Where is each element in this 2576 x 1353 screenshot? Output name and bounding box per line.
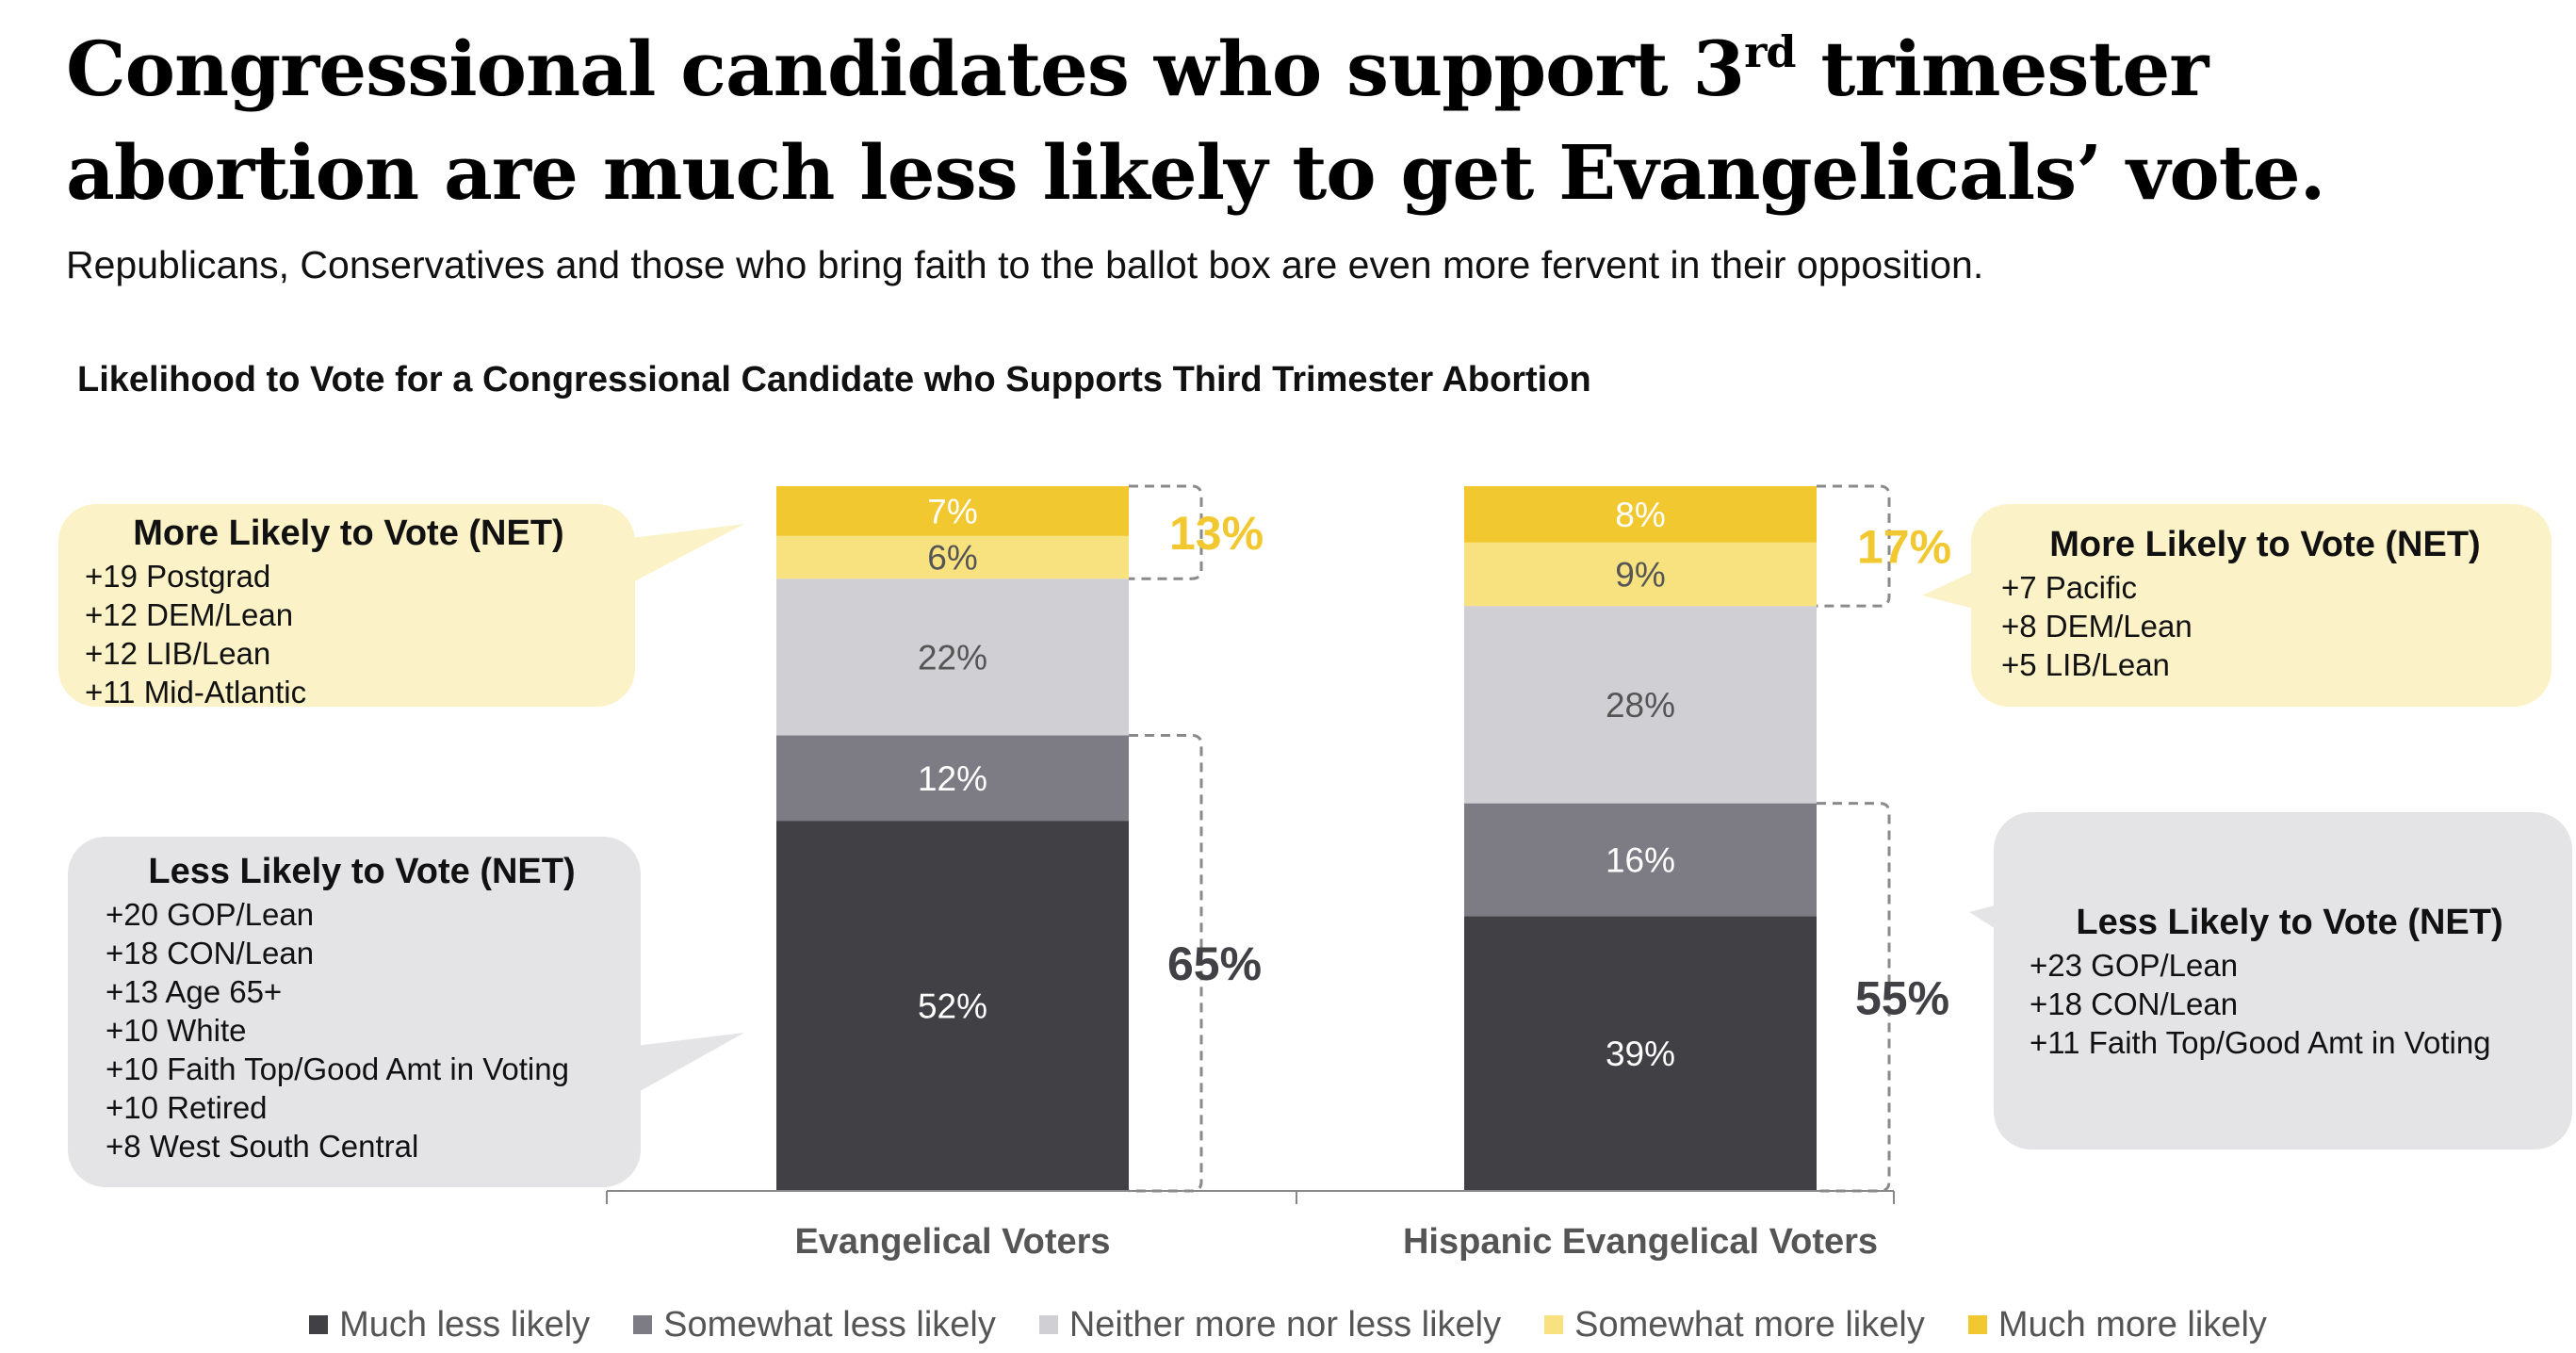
callout-item: +7 Pacific	[2001, 570, 2137, 605]
callout-more-likely-hispanic: More Likely to Vote (NET) +7 Pacific +8 D…	[1971, 504, 2552, 707]
callout-item: +12 DEM/Lean	[85, 597, 294, 632]
legend-item: Somewhat more likely	[1544, 1305, 1925, 1345]
title-superscript: rd	[1744, 26, 1796, 77]
callout-item: +10 Faith Top/Good Amt in Voting	[106, 1051, 569, 1086]
callout-item: +10 White	[106, 1013, 247, 1048]
data-label: 39%	[1606, 1035, 1675, 1073]
data-label: 28%	[1606, 686, 1675, 725]
callout-list: +7 Pacific +8 DEM/Lean +5 LIB/Lean	[2001, 568, 2529, 684]
legend-label: Much more likely	[1997, 1304, 2267, 1345]
callout-item: +5 LIB/Lean	[2001, 647, 2170, 682]
title-text-pre: Congressional candidates who support 3	[66, 24, 1745, 113]
callout-heading: Less Likely to Vote (NET)	[2076, 903, 2503, 942]
bar-segment-3	[776, 579, 1129, 736]
data-label: 52%	[918, 987, 987, 1026]
callout-more-likely-evangelical: More Likely to Vote (NET) +19 Postgrad +1…	[58, 504, 635, 709]
bar-segment-4	[776, 535, 1129, 579]
legend-label: Somewhat more likely	[1574, 1304, 1925, 1345]
callout-item: +18 CON/Lean	[106, 936, 315, 970]
bar-segment-3	[1464, 606, 1817, 804]
legend-swatch	[633, 1315, 653, 1334]
callout-item: +8 West South Central	[106, 1129, 419, 1164]
bracket-more-likely	[1129, 484, 1203, 580]
title-line-2: abortion are much less likely to get Eva…	[66, 128, 2325, 217]
bracket-more-likely	[1817, 484, 1891, 608]
bar-segment-5	[1464, 486, 1817, 543]
legend-label: Neither more nor less likely	[1068, 1304, 1502, 1345]
net-more-likely-label: 13%	[1169, 507, 1264, 560]
callout-item: +10 Retired	[106, 1090, 268, 1125]
callout-item: +12 LIB/Lean	[85, 636, 271, 671]
callout-heading: Less Likely to Vote (NET)	[148, 852, 576, 891]
page-title: Congressional candidates who support 3rd…	[66, 17, 2516, 224]
bar-segment-2	[1464, 803, 1817, 917]
callout-list: +19 Postgrad +12 DEM/Lean +12 LIB/Lean +11 …	[85, 557, 612, 711]
category-label: Hispanic Evangelical Voters	[1403, 1222, 1878, 1262]
bracket-less-likely	[1129, 733, 1203, 1193]
data-label: 16%	[1606, 840, 1675, 879]
data-label: 6%	[927, 539, 977, 578]
data-label: 7%	[927, 492, 977, 530]
callout-less-likely-evangelical: Less Likely to Vote (NET) +20 GOP/Lean +1…	[68, 837, 641, 1187]
legend-swatch	[1038, 1315, 1058, 1334]
legend-label: Somewhat less likely	[663, 1304, 996, 1345]
bar-segment-2	[776, 735, 1129, 822]
data-label: 22%	[918, 638, 987, 676]
legend-swatch	[1967, 1315, 1987, 1334]
bar-segment-1	[776, 821, 1129, 1191]
callout-item: +20 GOP/Lean	[106, 897, 315, 932]
net-less-likely-label: 65%	[1167, 937, 1262, 990]
callout-list: +23 GOP/Lean +18 CON/Lean +11 Faith Top/Go…	[2030, 946, 2550, 1062]
legend-label: Much less likely	[339, 1304, 591, 1345]
subtitle: Republicans, Conservatives and those who…	[66, 243, 1984, 286]
callout-item: +11 Mid-Atlantic	[85, 675, 307, 709]
bracket-less-likely	[1817, 802, 1891, 1193]
callout-less-likely-hispanic: Less Likely to Vote (NET) +23 GOP/Lean +1…	[1994, 812, 2572, 1149]
bar-segment-4	[1464, 542, 1817, 607]
legend-item: Neither more nor less likely	[1038, 1304, 1502, 1345]
data-label: 9%	[1615, 556, 1665, 595]
category-label: Evangelical Voters	[794, 1222, 1110, 1262]
net-less-likely-label: 55%	[1855, 971, 1949, 1024]
callout-item: +13 Age 65+	[106, 974, 283, 1009]
legend-item: Somewhat less likely	[633, 1305, 996, 1345]
legend-item: Much more likely	[1967, 1304, 2267, 1345]
bar-segment-1	[1464, 916, 1817, 1191]
legend-swatch	[309, 1315, 329, 1334]
callout-heading: More Likely to Vote (NET)	[133, 513, 564, 553]
callout-item: +23 GOP/Lean	[2030, 948, 2239, 983]
chart-title: Likelihood to Vote for a Congressional C…	[77, 360, 1591, 399]
bar-segment-5	[776, 486, 1129, 536]
callout-heading: More Likely to Vote (NET)	[2049, 525, 2481, 564]
data-label: 12%	[918, 759, 987, 798]
callout-item: +11 Faith Top/Good Amt in Voting	[2030, 1025, 2491, 1060]
callout-item: +8 DEM/Lean	[2001, 609, 2193, 644]
title-line-1: Congressional candidates who support 3rd…	[66, 17, 2516, 121]
net-more-likely-label: 17%	[1857, 521, 1951, 574]
chart-legend: Much less likely Somewhat less likely Neit…	[0, 1298, 2576, 1351]
legend-swatch	[1544, 1315, 1564, 1334]
data-label: 8%	[1615, 496, 1665, 534]
callout-list: +20 GOP/Lean +18 CON/Lean +13 Age 65+ +10 W…	[106, 895, 618, 1166]
legend-item: Much less likely	[309, 1305, 590, 1345]
callout-item: +19 Postgrad	[85, 559, 271, 594]
callout-item: +18 CON/Lean	[2030, 986, 2239, 1021]
title-text-post: trimester	[1795, 24, 2209, 113]
